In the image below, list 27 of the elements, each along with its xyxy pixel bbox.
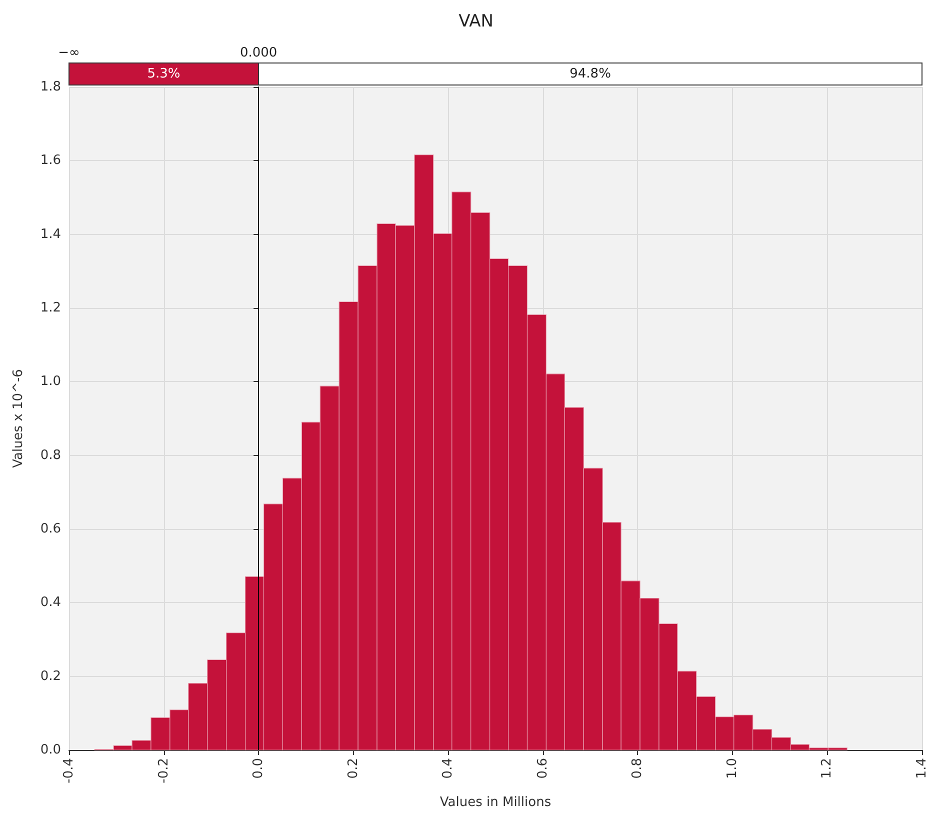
y-tick-label: 1.2	[40, 300, 61, 316]
y-tick-label: 0.0	[40, 742, 61, 758]
y-tick-label: 0.8	[40, 448, 61, 463]
x-tick-label: 1.4	[914, 758, 930, 779]
x-tick-label: 0.0	[251, 758, 266, 779]
x-tick-label: 0.2	[346, 758, 361, 779]
x-axis-title: Values in Millions	[440, 795, 552, 810]
x-tick-label: -0.4	[62, 758, 76, 784]
text: 5.3%	[147, 66, 180, 82]
y-tick-label: 0.4	[40, 595, 61, 610]
x-tick-label: 0.6	[535, 758, 550, 779]
x-tick-label: -0.2	[156, 758, 172, 784]
y-tick-label: 1.4	[40, 226, 61, 242]
x-tick-label: 0.8	[630, 758, 646, 779]
x-tick-label: 1.2	[820, 758, 835, 779]
y-tick-label: 1.6	[40, 153, 61, 168]
text: 94.8%	[570, 66, 611, 82]
chart-title: VAN	[458, 12, 494, 32]
y-axis-title: Values x 10^-6	[11, 369, 26, 468]
text: −∞	[58, 46, 80, 60]
y-tick-label: 0.6	[40, 522, 61, 536]
x-tick-label: 1.0	[724, 758, 740, 779]
ref-line-label: 0.000	[240, 46, 278, 60]
y-tick-label: 0.2	[40, 668, 61, 684]
y-tick-label: 1.0	[40, 374, 61, 390]
y-tick-label: 1.8	[40, 80, 61, 94]
x-tick-label: 0.4	[440, 758, 456, 779]
